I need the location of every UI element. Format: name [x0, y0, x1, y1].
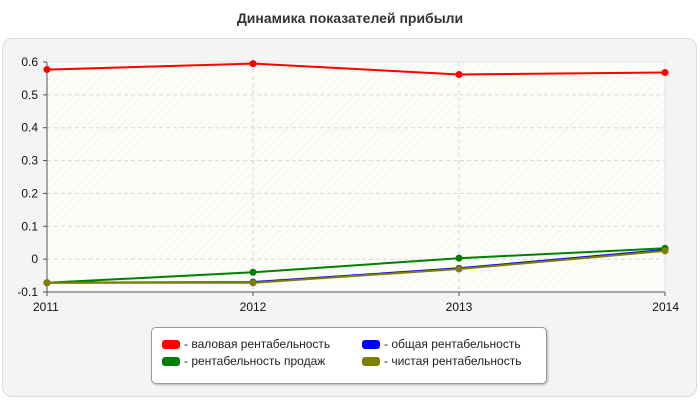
- legend-item-total-margin: - общая рентабельность: [362, 337, 521, 351]
- x-tick-label: 2011: [33, 300, 59, 314]
- legend-label: - чистая рентабельность: [384, 354, 522, 368]
- legend: - валовая рентабельность - рентабельност…: [151, 327, 547, 384]
- legend-label: - валовая рентабельность: [184, 337, 331, 351]
- y-tick-label: -0.1: [17, 285, 38, 299]
- legend-item-gross-margin: - валовая рентабельность: [162, 337, 330, 351]
- y-tick-label: 0.5: [21, 88, 38, 102]
- x-tick-label: 2012: [240, 300, 267, 314]
- data-point: [43, 279, 51, 287]
- legend-swatch-blue: [362, 339, 380, 349]
- data-point: [249, 60, 257, 68]
- data-point: [661, 69, 669, 77]
- legend-label: - рентабельность продаж: [184, 354, 326, 368]
- y-tick-label: 0.3: [21, 154, 38, 168]
- y-tick-label: 0.2: [21, 186, 38, 200]
- series-line: [47, 249, 666, 284]
- series-group: [43, 60, 669, 287]
- data-point: [455, 254, 463, 262]
- data-point: [43, 66, 51, 74]
- legend-swatch-green: [162, 356, 180, 366]
- data-point: [455, 265, 463, 273]
- data-point: [249, 268, 257, 276]
- y-tick-label: 0.1: [21, 219, 38, 233]
- data-point: [249, 279, 257, 287]
- y-tick-label: 0: [31, 252, 38, 266]
- y-tick-label: 0.4: [21, 121, 38, 135]
- chart-title: Динамика показателей прибыли: [236, 10, 464, 26]
- legend-item-net-margin: - чистая рентабельность: [362, 354, 521, 368]
- series-line: [46, 62, 666, 76]
- legend-swatch-red: [162, 339, 180, 349]
- tick-labels: -0.1 0 0.1 0.2 0.3 0.4 0.5 0.6 2011 2012 2013 2014: [17, 55, 679, 314]
- legend-swatch-olive: [362, 356, 380, 366]
- x-tick-label: 2013: [446, 300, 473, 314]
- data-point: [455, 70, 463, 78]
- legend-label: - общая рентабельность: [384, 337, 521, 351]
- x-tick-label: 2014: [652, 300, 679, 314]
- data-point: [661, 247, 669, 255]
- series-line: [46, 247, 666, 284]
- y-tick-label: 0.6: [21, 55, 38, 69]
- legend-item-sales-margin: - рентабельность продаж: [162, 354, 325, 368]
